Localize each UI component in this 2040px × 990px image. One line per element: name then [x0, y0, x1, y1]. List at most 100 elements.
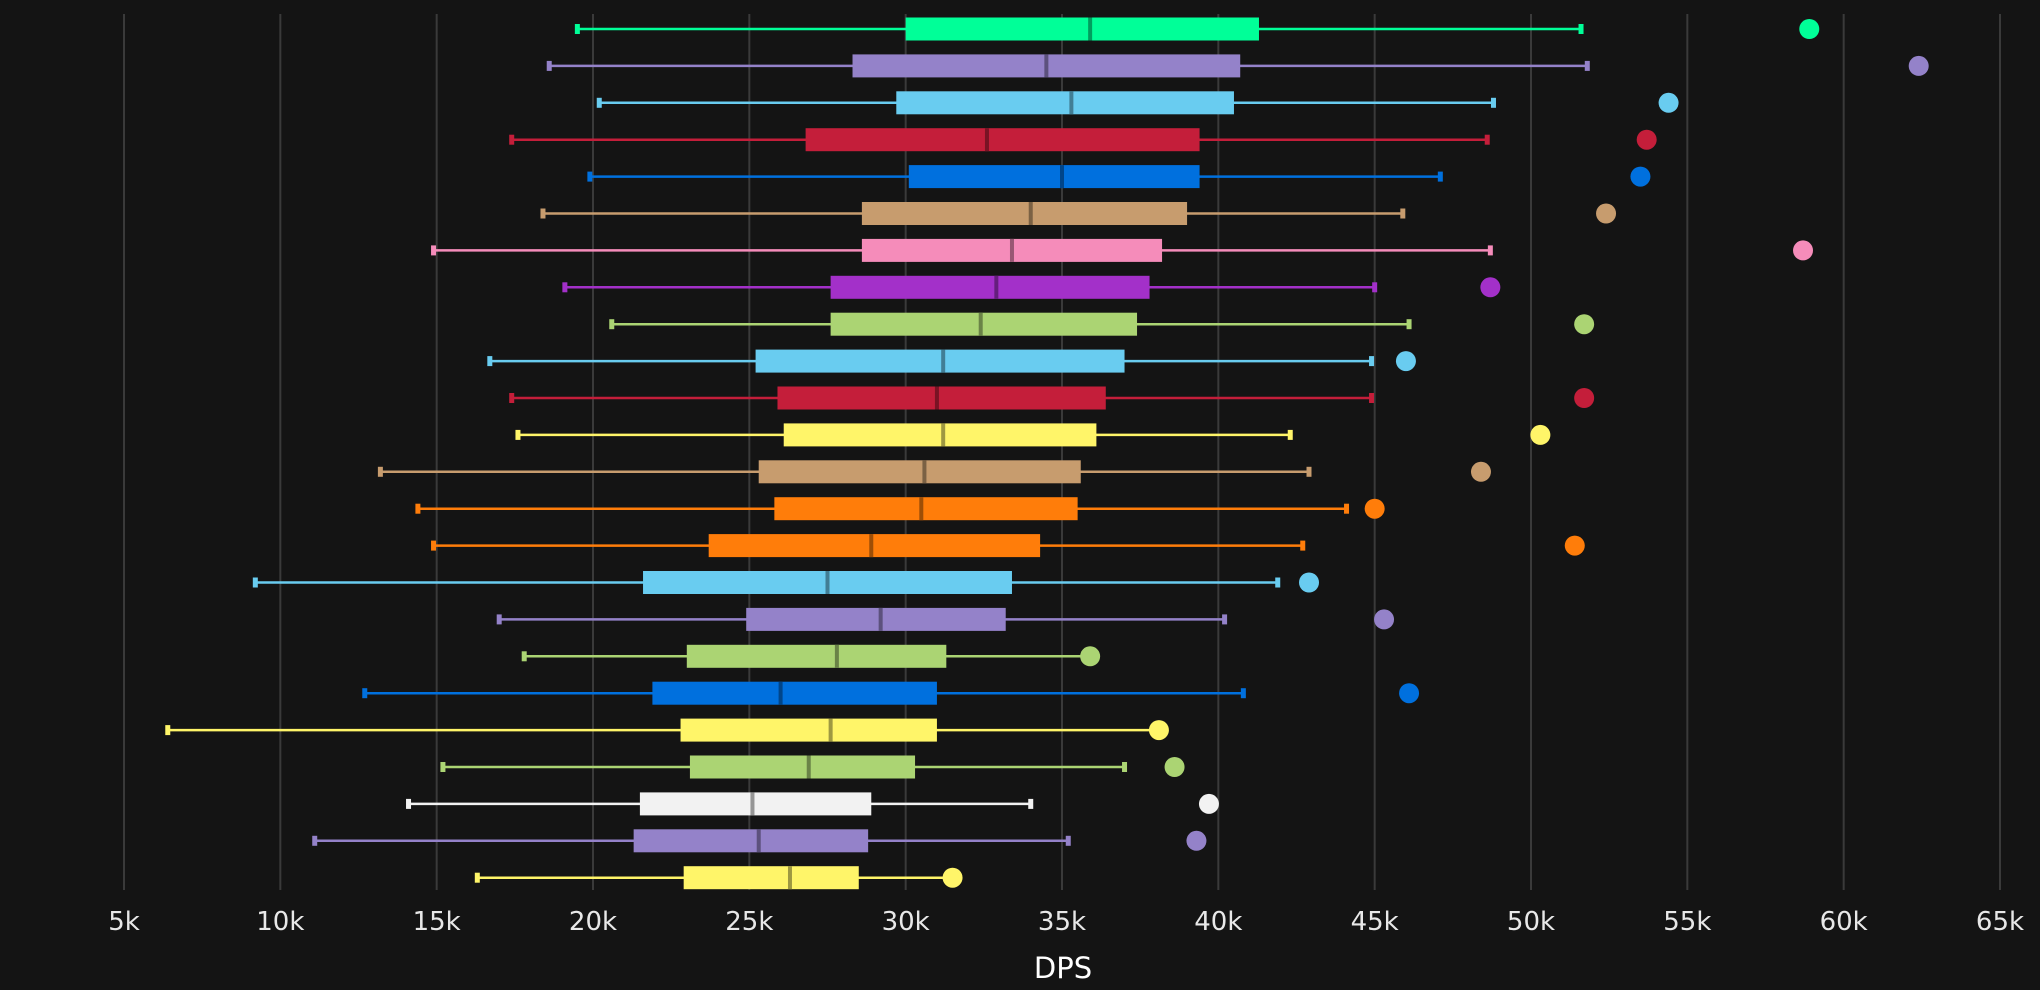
box-series-row [487, 349, 1416, 373]
outlier-point [1374, 609, 1395, 630]
outlier-point [1793, 240, 1814, 261]
outlier-point [1198, 793, 1219, 814]
iqr-box [774, 497, 1078, 521]
iqr-box [830, 275, 1150, 299]
x-tick-label: 20k [569, 907, 617, 937]
median-line [834, 644, 839, 668]
box-series-row [431, 238, 1814, 262]
whisker-cap-max [1406, 319, 1412, 330]
outlier-point [1574, 314, 1595, 335]
median-line [922, 460, 927, 484]
whisker-cap-max [1300, 540, 1306, 551]
iqr-box [783, 423, 1097, 447]
whisker-cap-min [431, 540, 437, 551]
median-line [878, 607, 883, 631]
whisker-cap-min [377, 466, 383, 477]
whisker-cap-max [1584, 60, 1590, 71]
median-line [778, 681, 783, 705]
box-series-row [252, 571, 1320, 594]
box-series-row [406, 792, 1219, 816]
outlier-point [1596, 203, 1617, 224]
median-line [984, 128, 989, 152]
x-tick-label: 10k [256, 907, 304, 937]
outlier-point [1530, 424, 1551, 445]
whisker-cap-max [1369, 356, 1375, 367]
box-series-row [562, 275, 1501, 299]
whisker-cap-max [1369, 393, 1375, 403]
whisker-cap-max [1240, 688, 1246, 699]
whisker-cap-max [1490, 97, 1496, 108]
box-series-row [546, 54, 1929, 78]
whisker-cap-max [1306, 466, 1312, 477]
box-series-row [609, 312, 1595, 336]
whisker-cap-min [540, 208, 546, 219]
x-tick-label: 5k [108, 907, 140, 937]
whisker-cap-min [509, 134, 515, 145]
box-series-row [496, 607, 1395, 631]
outlier-point [1470, 461, 1491, 482]
whisker-cap-min [252, 577, 258, 588]
whisker-cap-min [440, 762, 446, 772]
median-line [869, 534, 874, 558]
whisker-cap-max [1484, 134, 1490, 145]
iqr-box [830, 312, 1138, 336]
whisker-cap-min [496, 614, 502, 625]
whisker-cap-min [587, 171, 593, 182]
x-axis-title: DPS [1034, 951, 1092, 985]
iqr-box [777, 386, 1106, 410]
median-line [1028, 202, 1033, 225]
outlier-point [1658, 92, 1679, 113]
outlier-point [1630, 166, 1651, 187]
outlier-point [1399, 683, 1420, 704]
median-line [994, 275, 999, 299]
x-tick-label: 65k [1976, 907, 2024, 937]
x-axis-ticks: 5k 10k 15k 20k 25k 30k 35k 40k 45k 50k 55k 60k 65k [108, 907, 2024, 937]
whisker-cap-max [1275, 577, 1281, 588]
box-series-row [574, 17, 1820, 41]
whisker-cap-min [515, 429, 521, 440]
x-tick-label: 60k [1820, 907, 1868, 937]
whisker-cap-max [1122, 762, 1128, 772]
grid-lines [123, 14, 2001, 890]
iqr-box [708, 534, 1041, 558]
box-series [165, 17, 1929, 890]
median-line [787, 866, 792, 890]
whisker-cap-min [562, 282, 568, 293]
iqr-box [689, 755, 916, 779]
whisker-cap-max [1400, 208, 1406, 219]
outlier-point [1480, 277, 1501, 298]
box-series-row [509, 128, 1657, 152]
whisker-cap-max [1344, 503, 1350, 514]
median-line [1088, 17, 1093, 41]
median-line [941, 423, 946, 447]
box-series-row [165, 718, 1169, 742]
whisker-cap-min [431, 245, 437, 256]
iqr-box [686, 644, 947, 668]
x-tick-label: 50k [1507, 907, 1555, 937]
x-tick-label: 35k [1038, 907, 1086, 937]
iqr-box [652, 681, 937, 705]
iqr-box [908, 165, 1200, 189]
box-series-row [415, 497, 1385, 521]
iqr-box [680, 718, 937, 742]
box-series-row [377, 460, 1491, 484]
whisker-cap-min [546, 60, 552, 71]
whisker-cap-max [1028, 798, 1034, 809]
whisker-cap-max [1372, 282, 1378, 293]
median-line [919, 497, 924, 521]
x-tick-label: 40k [1194, 907, 1242, 937]
outlier-point [1364, 498, 1385, 519]
whisker-cap-min [487, 356, 493, 367]
box-series-row [515, 423, 1551, 447]
median-line [941, 349, 946, 373]
outlier-point [1164, 757, 1185, 777]
whisker-cap-min [474, 872, 480, 883]
median-line [978, 312, 983, 336]
iqr-box [861, 202, 1188, 225]
median-line [825, 571, 830, 594]
median-line [1060, 165, 1064, 189]
iqr-box [905, 17, 1259, 41]
iqr-box [633, 829, 869, 853]
whisker-cap-max [1065, 835, 1071, 846]
whisker-cap-min [312, 835, 318, 846]
